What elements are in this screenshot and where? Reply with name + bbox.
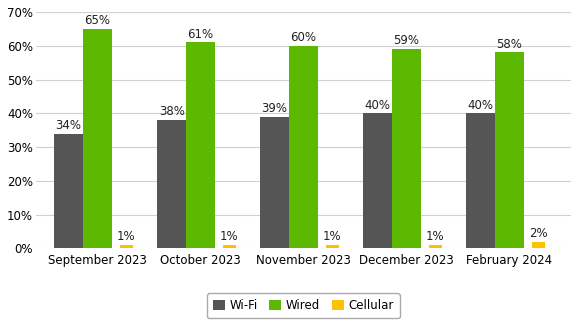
Bar [83, 29, 112, 248]
Text: 2%: 2% [529, 227, 547, 240]
Text: 34%: 34% [55, 119, 81, 132]
Text: 1%: 1% [220, 230, 239, 243]
Bar [157, 120, 186, 248]
Text: 39%: 39% [262, 102, 288, 115]
Legend: Wi-Fi, Wired, Cellular: Wi-Fi, Wired, Cellular [207, 293, 400, 318]
Text: 1%: 1% [323, 230, 342, 243]
Bar [120, 245, 133, 248]
Text: 61%: 61% [187, 28, 213, 41]
Text: 1%: 1% [117, 230, 136, 243]
Text: 59%: 59% [394, 34, 419, 47]
Bar [495, 53, 524, 248]
Bar [429, 245, 442, 248]
Text: 1%: 1% [426, 230, 444, 243]
Bar [54, 133, 83, 248]
Bar [466, 113, 495, 248]
Bar [363, 113, 392, 248]
Text: 40%: 40% [468, 99, 494, 112]
Text: 60%: 60% [290, 31, 316, 44]
Bar [260, 117, 289, 248]
Text: 58%: 58% [497, 38, 523, 51]
Bar [289, 46, 318, 248]
Bar [223, 245, 236, 248]
Text: 40%: 40% [365, 99, 391, 112]
Bar [326, 245, 339, 248]
Bar [532, 242, 544, 248]
Text: 65%: 65% [84, 14, 110, 27]
Bar [392, 49, 421, 248]
Bar [186, 42, 215, 248]
Text: 38%: 38% [159, 105, 184, 118]
